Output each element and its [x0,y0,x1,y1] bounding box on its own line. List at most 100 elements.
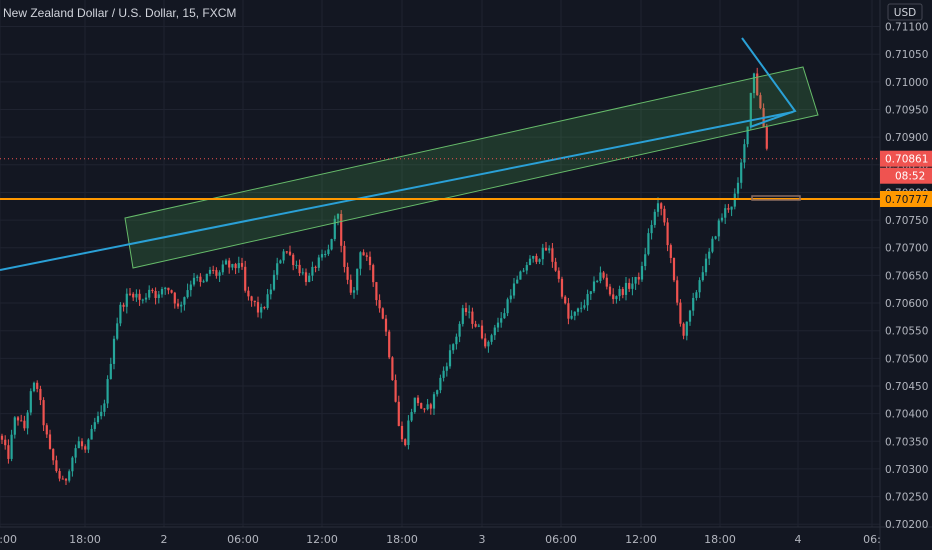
candle-body [106,379,109,404]
candle-body [612,294,615,300]
candle-body [391,357,394,381]
candle-body [368,256,372,266]
candle-body [109,363,112,380]
candle-body [183,297,186,305]
candle-body [557,270,560,279]
price-axis[interactable]: 0.71100 0.71050 0.71000 0.70950 0.70900 0.708… [885,22,928,532]
candle-body [68,471,71,481]
y-tick-label: 0.71100 [885,22,928,34]
candle-body [205,273,208,282]
candle-body [122,304,125,307]
candle-body [704,258,708,273]
x-tick-label: 06:00 [545,533,577,546]
candle-body [570,315,573,319]
candle-body [71,457,74,472]
candle-body [506,299,509,314]
candle-body [509,295,512,300]
candle-body [247,290,250,297]
candle-body [452,344,455,351]
candle-body [144,297,148,300]
trendline [0,111,794,271]
candle-body [372,265,375,283]
candle-body [644,254,647,267]
candle-body [0,435,4,440]
y-tick-label: 0.70350 [885,436,928,448]
candle-body [724,208,727,218]
candle-body [356,268,359,291]
candle-body [461,308,464,324]
candle-body [224,260,228,265]
candle-body [186,290,189,298]
candle-body [442,370,445,378]
currency-label: USD [894,7,916,19]
candle-body [164,287,167,289]
candle-body [240,263,244,267]
candle-body [589,291,592,295]
y-tick-label: 0.71050 [885,49,928,61]
candle-body [215,270,218,276]
candle-body [740,162,743,183]
candle-body [160,288,164,295]
candle-body [685,321,688,336]
candle-body [375,282,378,301]
candle-body [349,279,352,293]
candle-body [624,282,628,295]
candle-body [423,408,426,410]
candle-body [36,382,39,389]
candle-body [48,434,52,449]
candle-body [64,478,68,481]
drawings[interactable] [0,37,880,271]
candle-body [167,287,170,291]
candle-body [407,420,410,446]
candle-body [42,400,45,426]
y-tick-label: 0.70650 [885,270,928,282]
candle-body [631,283,634,289]
candle-body [500,318,503,323]
y-tick-label: 0.70500 [885,353,928,365]
candle-body [516,279,519,284]
candle-body [125,293,128,307]
candle-body [189,284,192,291]
candle-body [759,95,762,109]
candle-body [484,338,487,347]
y-tick-label: 0.71000 [885,77,928,89]
candle-body [151,289,154,291]
candle-body [660,203,663,209]
candle-body [157,294,160,298]
y-tick-label: 0.70550 [885,326,928,338]
candle-body [237,263,240,269]
candle-body [327,249,330,254]
currency-badge [887,3,923,21]
candle-body [336,213,340,219]
candle-body [765,127,768,149]
candle-body [599,272,602,281]
candle-body [256,302,260,313]
candle-body [196,276,199,278]
candle-body [199,276,202,282]
price-range-box [751,195,801,201]
candle-body [176,303,180,307]
candle-body [564,296,567,304]
candle-body [528,258,532,266]
candle-body [16,417,20,421]
candle-body [324,253,327,255]
candle-body [656,203,660,212]
x-tick-label: 06:00 [227,533,259,546]
candle-body [388,331,391,358]
candle-body [61,478,64,480]
candle-body [596,280,599,282]
candle-body [535,255,538,262]
candle-body [647,233,650,255]
countdown-tag [880,167,932,184]
candle-body [426,404,429,410]
candle-body [141,299,144,301]
candle-body [404,439,407,446]
candle-body [628,282,631,289]
time-axis[interactable]: 12:00 18:00 2 06:00 12:00 18:00 3 06:00 12:00 18:… [0,533,881,546]
candle-body [100,411,103,417]
candle-body [637,276,640,280]
current-price-value: 0.70861 [885,154,928,166]
candle-body [295,264,298,266]
candle-body [208,269,212,274]
